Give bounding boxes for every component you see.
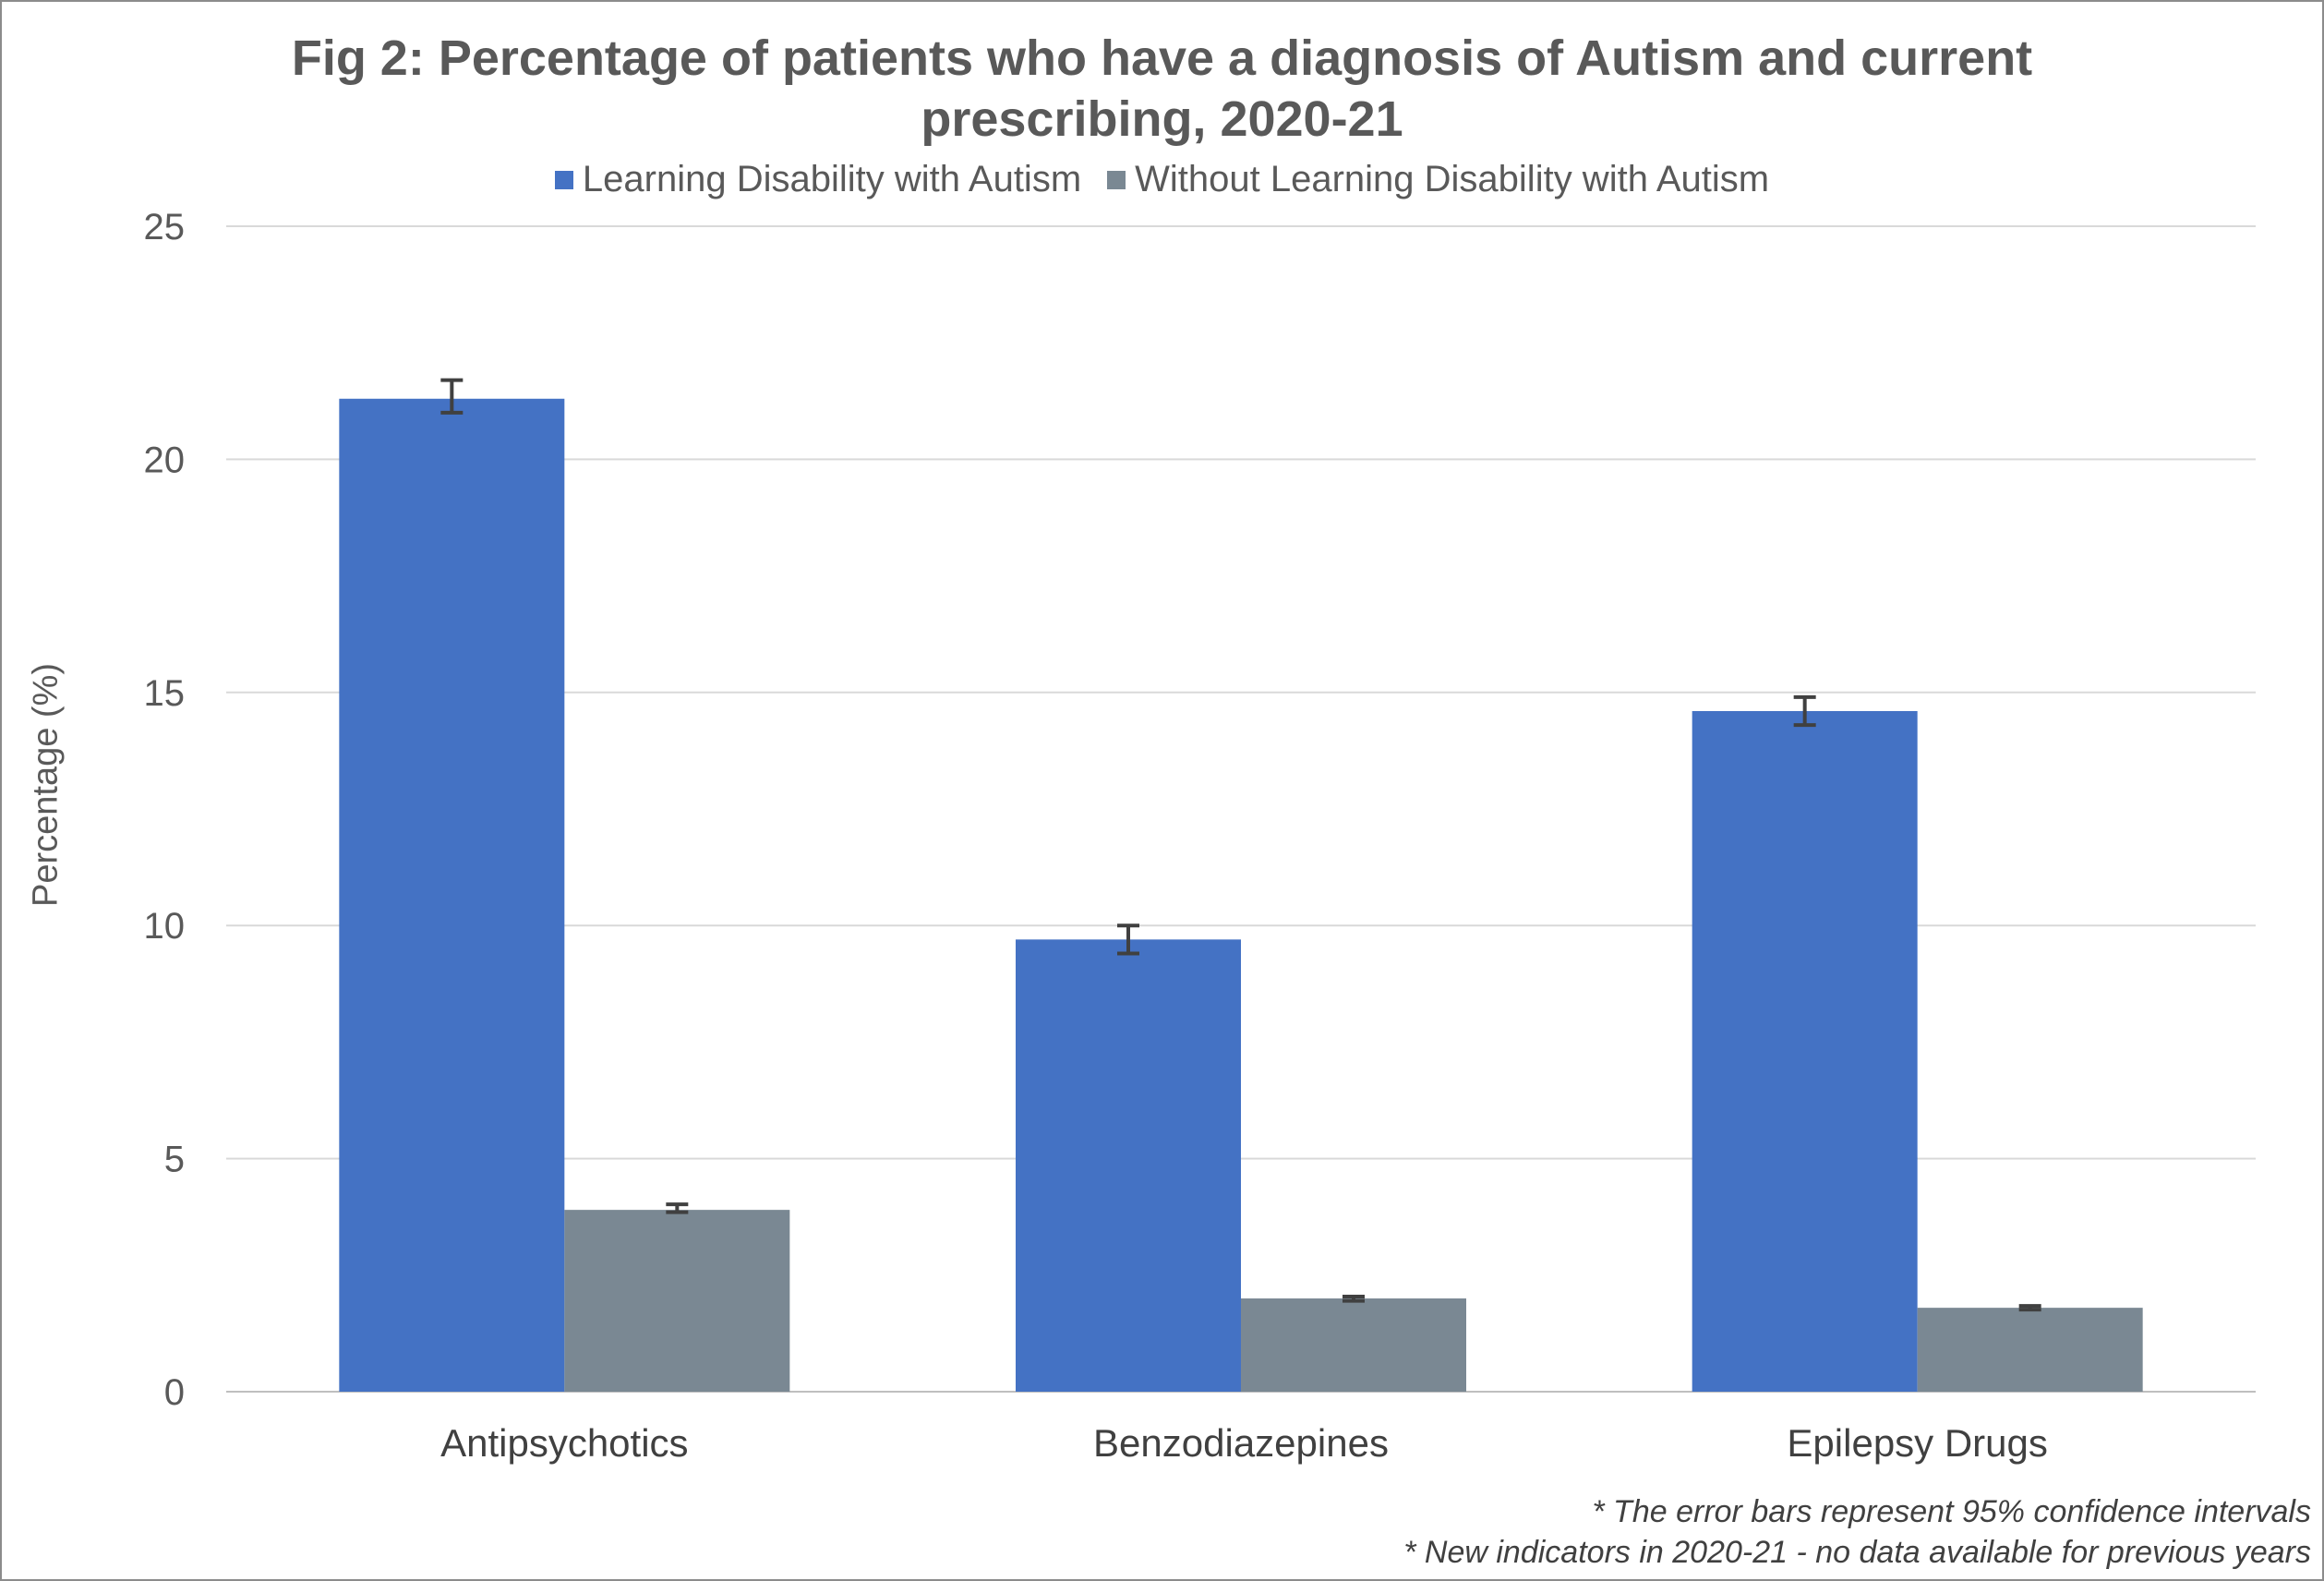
legend-item-ld-autism: Learning Disability with Autism — [554, 159, 1082, 200]
x-tick-label-antipsychotics: Antipsychotics — [440, 1421, 688, 1465]
chart-title: Fig 2: Percentage of patients who have a… — [0, 28, 2324, 150]
bar-antipsychotics-series-1 — [564, 1210, 790, 1392]
chart-title-line-2: prescribing, 2020-21 — [921, 91, 1403, 147]
y-tick-label-0: 0 — [164, 1372, 185, 1413]
bar-epilepsy-drugs-series-1 — [1917, 1308, 2143, 1392]
x-tick-label-benzodiazepines: Benzodiazepines — [1093, 1421, 1389, 1465]
y-tick-label-10: 10 — [144, 906, 186, 947]
legend-swatch-non-ld-autism — [1107, 170, 1126, 189]
legend-label-non-ld-autism: Without Learning Disability with Autism — [1135, 159, 1770, 199]
legend-label-ld-autism: Learning Disability with Autism — [582, 159, 1082, 199]
y-tick-label-20: 20 — [144, 440, 186, 480]
chart-title-line-1: Fig 2: Percentage of patients who have a… — [291, 30, 2033, 86]
footnote-error-bars: * The error bars represent 95% confidenc… — [1592, 1494, 2311, 1529]
legend-swatch-ld-autism — [554, 170, 573, 189]
footnote-new-indicators: * New indicators in 2020-21 - no data av… — [1403, 1535, 2311, 1570]
bar-epilepsy-drugs-series-0 — [1692, 710, 1918, 1392]
x-tick-label-epilepsy-drugs: Epilepsy Drugs — [1787, 1421, 2047, 1465]
bar-antipsychotics-series-0 — [339, 398, 565, 1392]
bar-benzodiazepines-series-0 — [1016, 939, 1241, 1392]
legend-item-non-ld-autism: Without Learning Disability with Autism — [1107, 159, 1769, 200]
y-tick-label-5: 5 — [164, 1140, 185, 1180]
y-tick-label-15: 15 — [144, 673, 186, 714]
bar-benzodiazepines-series-1 — [1241, 1298, 1466, 1392]
legend: Learning Disability with Autism Without … — [0, 159, 2324, 200]
y-tick-label-25: 25 — [144, 207, 186, 247]
